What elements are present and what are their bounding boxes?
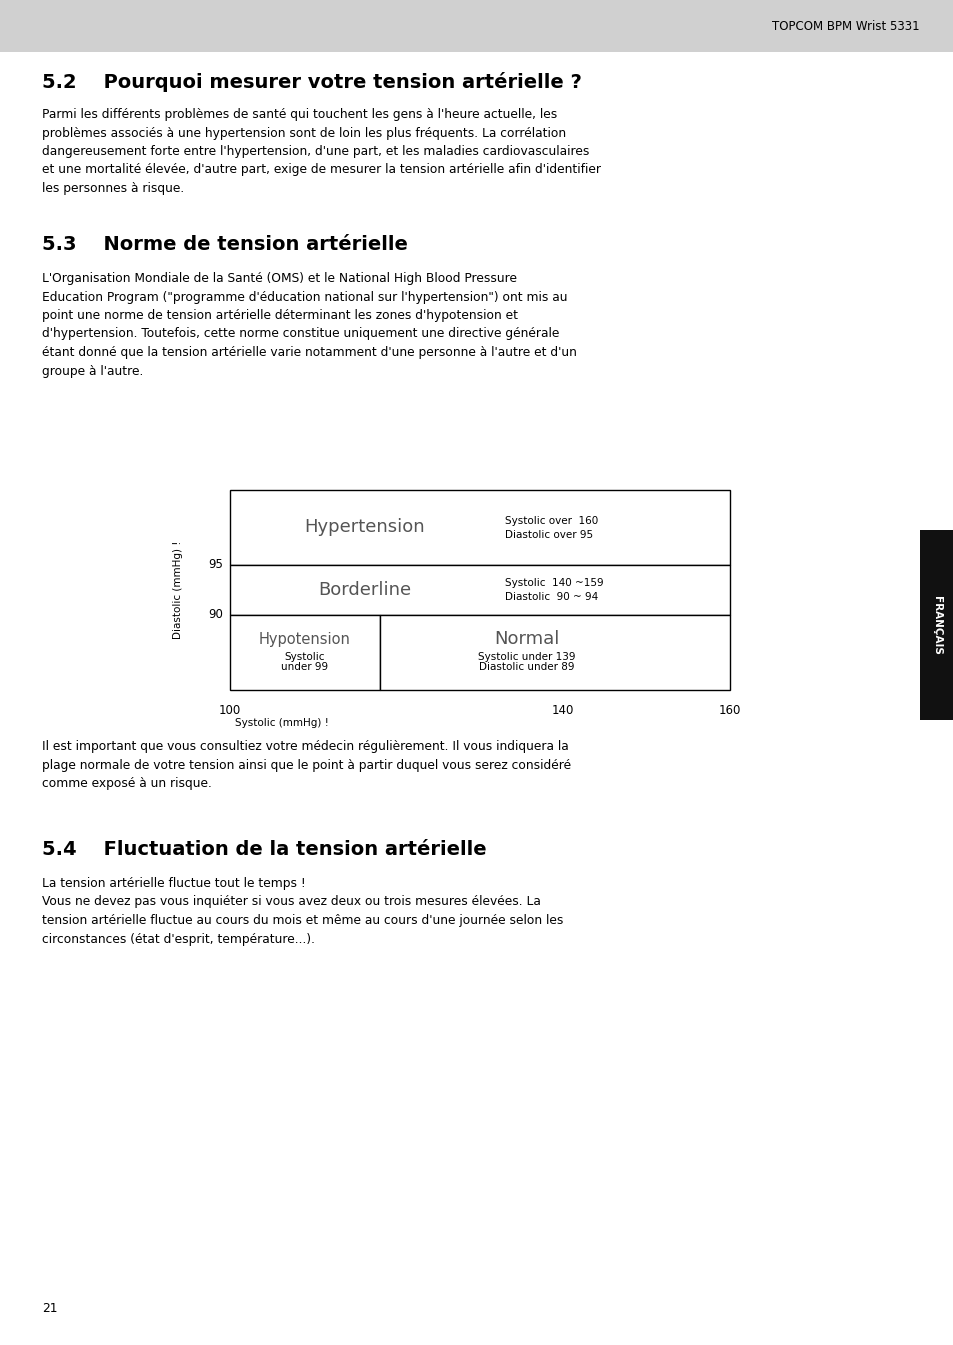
Text: Borderline: Borderline — [318, 581, 411, 599]
Text: L'Organisation Mondiale de la Santé (OMS) et le National High Blood Pressure
Edu: L'Organisation Mondiale de la Santé (OMS… — [42, 272, 577, 378]
Text: Systolic over  160: Systolic over 160 — [504, 515, 598, 526]
Text: Systolic (mmHg) !: Systolic (mmHg) ! — [234, 718, 329, 728]
Text: Normal: Normal — [494, 631, 559, 648]
Text: 95: 95 — [208, 558, 223, 572]
Bar — [379, 615, 729, 690]
Text: 160: 160 — [718, 703, 740, 717]
Bar — [230, 490, 729, 565]
Text: Systolic: Systolic — [284, 651, 325, 662]
Text: Diastolic (mmHg) !: Diastolic (mmHg) ! — [172, 541, 183, 639]
Text: 100: 100 — [218, 703, 241, 717]
Text: FRANÇAIS: FRANÇAIS — [931, 596, 941, 655]
Text: Diastolic under 89: Diastolic under 89 — [478, 662, 574, 671]
Text: 5.4    Fluctuation de la tension artérielle: 5.4 Fluctuation de la tension artérielle — [42, 841, 486, 859]
Text: Diastolic  90 ~ 94: Diastolic 90 ~ 94 — [504, 592, 598, 603]
Text: 21: 21 — [42, 1302, 57, 1315]
Bar — [230, 565, 729, 615]
Text: 5.3    Norme de tension artérielle: 5.3 Norme de tension artérielle — [42, 235, 408, 254]
Text: Hypertension: Hypertension — [304, 519, 425, 537]
Text: Systolic under 139: Systolic under 139 — [477, 651, 576, 662]
Text: TOPCOM BPM Wrist 5331: TOPCOM BPM Wrist 5331 — [772, 19, 919, 32]
Text: 140: 140 — [552, 703, 574, 717]
Text: under 99: under 99 — [281, 662, 328, 671]
Bar — [919, 530, 953, 720]
Text: 5.2    Pourquoi mesurer votre tension artérielle ?: 5.2 Pourquoi mesurer votre tension artér… — [42, 73, 581, 91]
Text: 90: 90 — [208, 608, 223, 621]
Bar — [230, 615, 379, 690]
Bar — [0, 0, 953, 52]
Text: Il est important que vous consultiez votre médecin régulièrement. Il vous indiqu: Il est important que vous consultiez vot… — [42, 740, 571, 790]
Text: Hypotension: Hypotension — [259, 632, 351, 647]
Text: Systolic  140 ~159: Systolic 140 ~159 — [504, 578, 603, 588]
Text: Diastolic over 95: Diastolic over 95 — [504, 530, 593, 539]
Text: La tension artérielle fluctue tout le temps !
Vous ne devez pas vous inquiéter s: La tension artérielle fluctue tout le te… — [42, 877, 563, 946]
Text: Parmi les différents problèmes de santé qui touchent les gens à l'heure actuelle: Parmi les différents problèmes de santé … — [42, 108, 600, 195]
